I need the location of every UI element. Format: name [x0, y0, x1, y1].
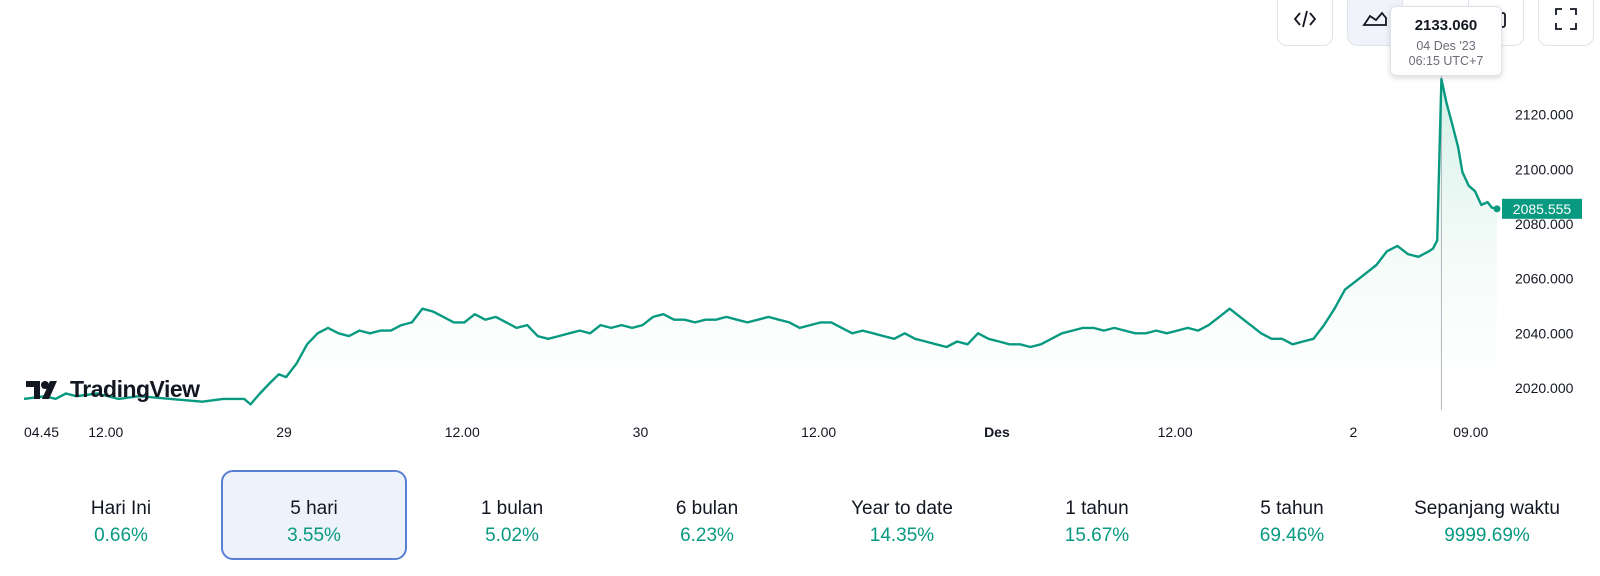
period-change: 15.67%: [1064, 525, 1130, 546]
embed-code-button[interactable]: [1277, 0, 1333, 46]
period-tab-ytd[interactable]: Year to date 14.35%: [809, 470, 995, 560]
y-axis-tick-label: 2100.000: [1515, 161, 1574, 177]
area-chart-icon: [1362, 11, 1387, 26]
period-change: 14.35%: [869, 525, 935, 546]
price-line: [23, 77, 1498, 406]
period-tab-5-days[interactable]: 5 hari 3.55%: [221, 470, 407, 560]
y-axis-tick-label: 2120.000: [1515, 107, 1574, 123]
x-axis-tick-label: 12.00: [801, 424, 836, 440]
period-selector: Hari Ini 0.66% 5 hari 3.55% 1 bulan 5.02…: [0, 470, 1600, 570]
price-chart[interactable]: 2020.000 2040.000 2060.000 2080.000 2100.000…: [0, 0, 1600, 450]
last-price-dot: [1493, 205, 1501, 213]
x-axis-tick-label: 09.00: [1453, 424, 1488, 440]
period-label: 1 tahun: [1065, 498, 1129, 519]
fullscreen-button[interactable]: [1538, 0, 1594, 46]
tradingview-logo[interactable]: TradingView: [26, 376, 200, 403]
period-tab-5-years[interactable]: 5 tahun 69.46%: [1199, 470, 1385, 560]
period-tab-1-year[interactable]: 1 tahun 15.67%: [1004, 470, 1190, 560]
logo-text: TradingView: [70, 376, 200, 402]
y-axis-tick-label: 2020.000: [1515, 380, 1574, 396]
period-change: 9999.69%: [1444, 525, 1530, 546]
x-axis-tick-label: Des: [984, 424, 1010, 440]
tradingview-logo-icon: [26, 380, 57, 399]
price-area-fill: [24, 79, 1497, 410]
x-axis-tick-label: 12.00: [1158, 424, 1193, 440]
period-tab-all-time[interactable]: Sepanjang waktu 9999.69%: [1394, 470, 1580, 560]
period-label: 6 bulan: [675, 498, 739, 519]
last-price-badge: [1502, 198, 1582, 219]
period-change: 5.02%: [485, 525, 539, 546]
tooltip-date: 04 Des '23: [1416, 39, 1476, 53]
y-axis-tick-label: 2080.000: [1515, 216, 1574, 232]
y-axis-tick-label: 2040.000: [1515, 325, 1574, 341]
period-tab-today[interactable]: Hari Ini 0.66%: [28, 470, 214, 560]
fullscreen-icon: [1555, 8, 1577, 30]
period-change: 0.66%: [94, 525, 148, 546]
x-axis-tick-label: 04.45: [24, 424, 59, 440]
period-label: 5 hari: [290, 498, 338, 519]
period-label: Year to date: [851, 498, 953, 519]
x-axis-tick-label: 2: [1349, 424, 1357, 440]
period-tab-6-months[interactable]: 6 bulan 6.23%: [614, 470, 800, 560]
period-change: 3.55%: [287, 525, 341, 546]
tooltip-time: 06:15 UTC+7: [1408, 54, 1484, 68]
price-tooltip: 2133.060 04 Des '23 06:15 UTC+7: [1390, 6, 1502, 76]
last-price-label: 2085.555: [1513, 201, 1572, 217]
period-label: Hari Ini: [90, 498, 152, 519]
period-label: 1 bulan: [480, 498, 544, 519]
x-axis-tick-label: 29: [276, 424, 292, 440]
x-axis-tick-label: 12.00: [88, 424, 123, 440]
x-axis-tick-label: 12.00: [445, 424, 480, 440]
period-label: 5 tahun: [1260, 498, 1324, 519]
period-tab-1-month[interactable]: 1 bulan 5.02%: [419, 470, 605, 560]
period-change: 6.23%: [680, 525, 734, 546]
period-label: Sepanjang waktu: [1414, 498, 1560, 519]
period-change: 69.46%: [1259, 525, 1325, 546]
y-axis-tick-label: 2060.000: [1515, 271, 1574, 287]
x-axis-tick-label: 30: [633, 424, 649, 440]
embed-code-icon: [1293, 10, 1317, 28]
tooltip-value: 2133.060: [1414, 17, 1478, 34]
